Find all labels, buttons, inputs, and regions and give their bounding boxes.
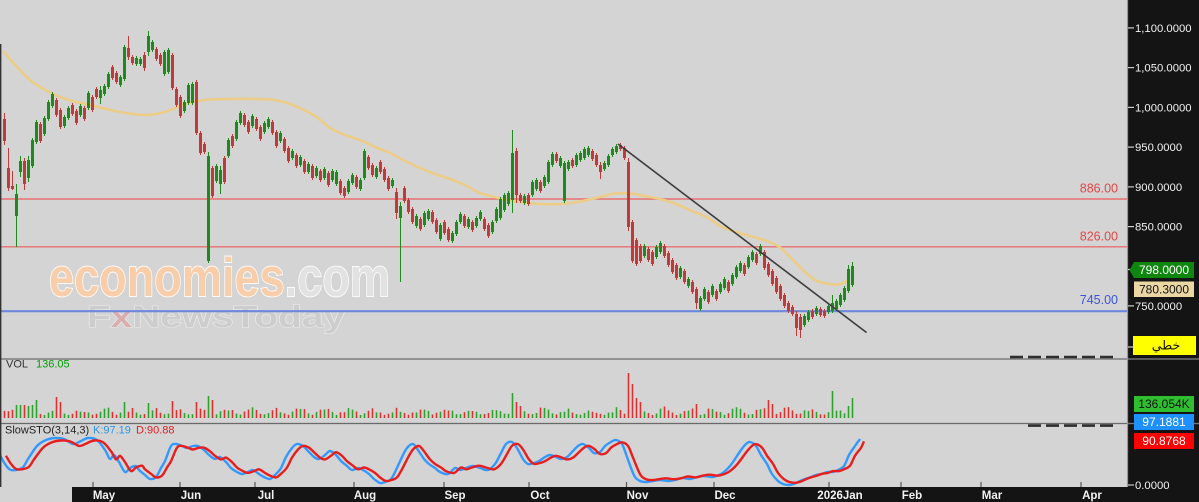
svg-text:826.00: 826.00 xyxy=(1080,230,1118,244)
svg-text:780.3000: 780.3000 xyxy=(1139,282,1189,296)
svg-text:136.05: 136.05 xyxy=(36,359,70,371)
svg-text:Jul: Jul xyxy=(258,490,275,502)
svg-text:850.0000: 850.0000 xyxy=(1135,222,1182,234)
svg-text:Nov: Nov xyxy=(627,490,649,502)
svg-text:886.00: 886.00 xyxy=(1080,182,1118,196)
svg-text:Sep: Sep xyxy=(444,490,465,502)
svg-text:D:90.88: D:90.88 xyxy=(136,425,175,437)
svg-text:K:97.19: K:97.19 xyxy=(93,425,131,437)
svg-text:1,100.0000: 1,100.0000 xyxy=(1135,23,1192,35)
svg-text:950.0000: 950.0000 xyxy=(1135,142,1182,154)
svg-text:Aug: Aug xyxy=(354,490,376,502)
svg-text:May: May xyxy=(93,490,116,502)
svg-text:798.0000: 798.0000 xyxy=(1139,263,1189,277)
svg-text:Dec: Dec xyxy=(714,490,736,502)
svg-text:1,000.0000: 1,000.0000 xyxy=(1135,102,1192,114)
svg-text:0.0000: 0.0000 xyxy=(1135,480,1170,492)
svg-text:Apr: Apr xyxy=(1082,490,1102,502)
svg-text:97.1881: 97.1881 xyxy=(1142,415,1186,429)
svg-text:745.00: 745.00 xyxy=(1080,293,1118,307)
svg-text:SlowSTO(3,14,3): SlowSTO(3,14,3) xyxy=(5,425,89,437)
svg-text:750.0000: 750.0000 xyxy=(1135,301,1182,313)
svg-text:136.054K: 136.054K xyxy=(1138,397,1189,411)
svg-text:Feb: Feb xyxy=(902,490,922,502)
svg-text:Oct: Oct xyxy=(530,490,549,502)
svg-text:خطي: خطي xyxy=(1152,339,1181,353)
svg-text:90.8768: 90.8768 xyxy=(1142,434,1186,448)
svg-text:2026Jan: 2026Jan xyxy=(817,490,862,502)
svg-text:900.0000: 900.0000 xyxy=(1135,182,1182,194)
svg-text:Jun: Jun xyxy=(181,490,201,502)
svg-text:Mar: Mar xyxy=(982,490,1003,502)
svg-text:VOL: VOL xyxy=(6,359,28,371)
svg-text:economies.com: economies.com xyxy=(49,246,390,308)
svg-text:1,050.0000: 1,050.0000 xyxy=(1135,63,1192,75)
